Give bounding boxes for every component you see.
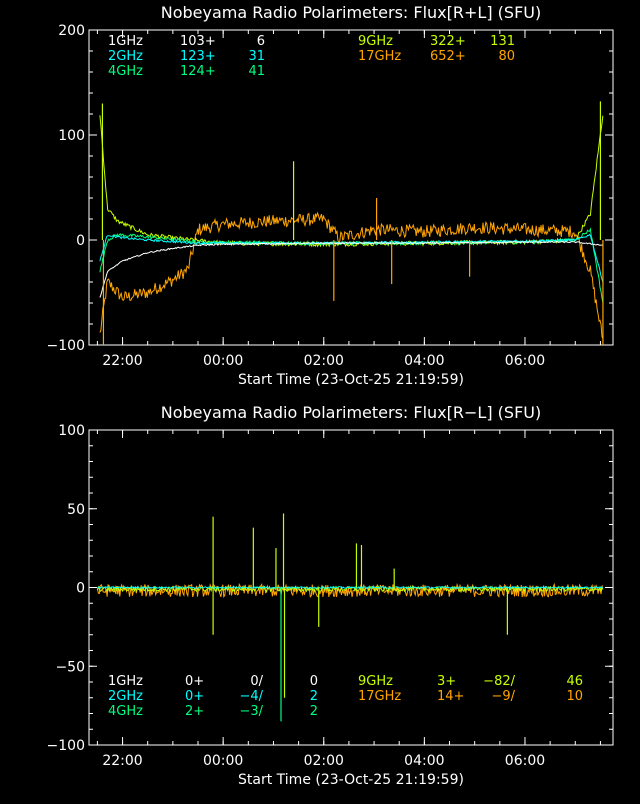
y-tick-label: 50: [67, 502, 85, 518]
legend-value-1: 124+: [180, 64, 216, 79]
flux-rl-diff-svg: Nobeyama Radio Polarimeters: Flux[R−L] (…: [47, 403, 614, 788]
legend-freq-9GHz: 9GHz: [358, 674, 393, 689]
x-tick-label: 22:00: [102, 753, 142, 769]
chart-title: Nobeyama Radio Polarimeters: Flux[R+L] (…: [161, 3, 541, 22]
legend-value-1: 3+: [437, 674, 456, 689]
legend-value-3: 46: [566, 674, 583, 689]
legend-value-2: 41: [248, 64, 265, 79]
flux-rl-sum-svg: Nobeyama Radio Polarimeters: Flux[R+L] (…: [47, 3, 614, 388]
legend-freq-17GHz: 17GHz: [358, 689, 401, 704]
legend-value-2: −4/: [239, 689, 263, 704]
x-tick-label: 00:00: [203, 353, 243, 369]
flux-rl-sum-chart: Nobeyama Radio Polarimeters: Flux[R+L] (…: [0, 0, 640, 400]
plot-frame: [88, 29, 614, 346]
legend-value-2: −9/: [491, 689, 515, 704]
legend-freq-2GHz: 2GHz: [108, 689, 143, 704]
y-tick-label: −50: [55, 659, 85, 675]
legend-value-2: 0/: [250, 674, 263, 689]
legend-value-2: 6: [257, 34, 265, 49]
legend-value-2: −3/: [239, 704, 263, 719]
legend-value-1: 103+: [180, 34, 216, 49]
x-axis-label: Start Time (23-Oct-25 21:19:59): [238, 372, 464, 388]
legend-value-2: 131: [490, 34, 515, 49]
legend-freq-4GHz: 4GHz: [108, 64, 143, 79]
legend-value-1: 0+: [185, 689, 204, 704]
legend-value-1: 123+: [180, 49, 216, 64]
x-axis-label: Start Time (23-Oct-25 21:19:59): [238, 772, 464, 788]
y-tick-label: 0: [76, 233, 85, 249]
chart-title: Nobeyama Radio Polarimeters: Flux[R−L] (…: [161, 403, 541, 422]
legend-value-3: 2: [310, 704, 318, 719]
series-line-17GHz: [99, 211, 604, 339]
legend-value-1: 2+: [185, 704, 204, 719]
series-line-1GHz: [99, 240, 604, 298]
y-tick-label: 0: [76, 581, 85, 597]
y-tick-label: 200: [58, 23, 85, 39]
legend-freq-1GHz: 1GHz: [108, 674, 143, 689]
legend-value-2: 80: [498, 49, 515, 64]
legend-value-2: −82/: [483, 674, 515, 689]
x-tick-label: 02:00: [304, 353, 344, 369]
x-tick-label: 02:00: [304, 753, 344, 769]
x-tick-label: 22:00: [102, 353, 142, 369]
legend-value-3: 2: [310, 689, 318, 704]
legend-value-1: 652+: [430, 49, 466, 64]
legend-freq-17GHz: 17GHz: [358, 49, 401, 64]
plot-area: −100 0 100 200 22:00 00:00 02:00 04:00 06:00 1GHz…: [47, 23, 614, 369]
legend-value-1: 14+: [437, 689, 464, 704]
series-line-9GHz: [99, 115, 604, 248]
x-tick-label: 06:00: [505, 753, 545, 769]
legend-value-1: 322+: [430, 34, 466, 49]
legend-freq-2GHz: 2GHz: [108, 49, 143, 64]
x-tick-label: 04:00: [404, 353, 444, 369]
x-tick-label: 06:00: [505, 353, 545, 369]
legend-value-3: 0: [310, 674, 318, 689]
x-tick-label: 00:00: [203, 753, 243, 769]
legend-value-1: 0+: [185, 674, 204, 689]
y-tick-label: −100: [47, 338, 85, 354]
flux-rl-diff-chart: Nobeyama Radio Polarimeters: Flux[R−L] (…: [0, 400, 640, 800]
y-tick-label: 100: [58, 128, 85, 144]
series-line-4GHz: [99, 227, 604, 303]
y-tick-label: 100: [58, 423, 85, 439]
y-tick-label: −100: [47, 738, 85, 754]
legend-value-3: 10: [566, 689, 583, 704]
legend-value-2: 31: [248, 49, 265, 64]
legend-freq-4GHz: 4GHz: [108, 704, 143, 719]
series-line-17GHz: [96, 582, 604, 599]
x-tick-label: 04:00: [404, 753, 444, 769]
series-line-2GHz: [97, 585, 604, 590]
legend-freq-1GHz: 1GHz: [108, 34, 143, 49]
legend-freq-9GHz: 9GHz: [358, 34, 393, 49]
